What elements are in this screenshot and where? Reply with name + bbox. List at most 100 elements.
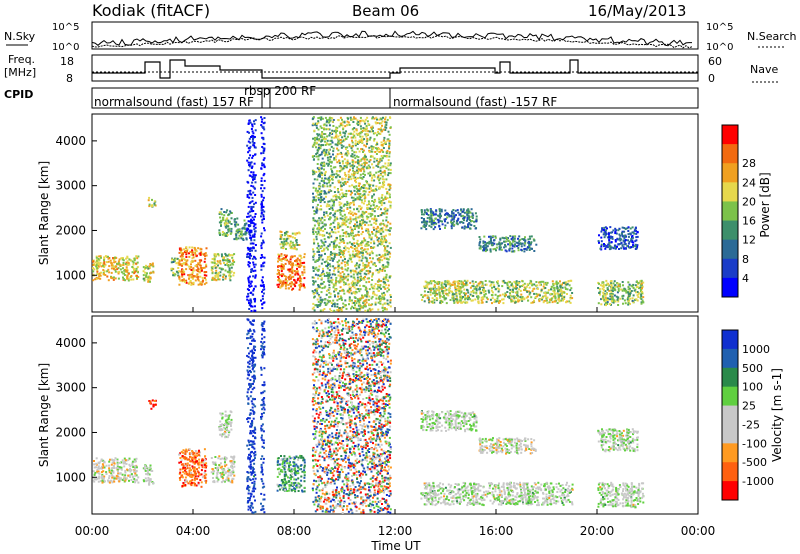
- data-cell: [338, 162, 341, 165]
- data-cell: [349, 116, 352, 119]
- data-cell: [460, 220, 463, 223]
- data-cell: [357, 192, 360, 195]
- data-cell: [341, 238, 344, 240]
- data-cell: [250, 218, 253, 221]
- data-cell: [379, 117, 382, 120]
- data-cell: [376, 244, 379, 247]
- data-cell: [249, 254, 252, 256]
- data-cell: [318, 258, 321, 261]
- data-cell: [482, 291, 485, 294]
- data-cell: [368, 151, 371, 153]
- data-cell: [317, 222, 319, 225]
- data-cell: [341, 229, 344, 232]
- data-cell: [324, 140, 326, 143]
- data-cell: [355, 288, 358, 290]
- data-cell: [263, 179, 266, 182]
- data-cell: [602, 291, 605, 294]
- data-cell: [368, 220, 371, 223]
- data-cell: [248, 164, 251, 166]
- data-cell: [352, 255, 355, 258]
- data-cell: [463, 227, 466, 230]
- noise-search-line: [91, 35, 693, 49]
- data-cell: [350, 234, 353, 237]
- data-cell: [359, 173, 362, 176]
- data-cell: [294, 233, 297, 236]
- data-cell: [361, 210, 364, 213]
- data-cell: [254, 215, 256, 218]
- data-cell: [354, 157, 357, 160]
- data-cell: [253, 162, 256, 165]
- data-cell: [358, 142, 361, 144]
- data-cell: [317, 193, 320, 196]
- data-cell: [303, 286, 306, 289]
- data-cell: [526, 290, 529, 293]
- data-cell: [378, 278, 381, 281]
- data-cell: [384, 129, 387, 131]
- data-cell: [534, 297, 537, 299]
- data-cell: [230, 266, 233, 269]
- data-cell: [496, 280, 499, 283]
- data-cell: [378, 253, 381, 256]
- data-cell: [358, 266, 361, 269]
- data-cell: [536, 295, 539, 298]
- data-cell: [516, 245, 518, 248]
- data-cell: [344, 193, 347, 196]
- data-cell: [339, 181, 342, 184]
- data-cell: [248, 137, 251, 140]
- data-cell: [323, 301, 326, 304]
- data-cell: [371, 303, 374, 306]
- data-cell: [205, 271, 208, 273]
- data-cell: [287, 283, 290, 286]
- data-cell: [388, 144, 391, 146]
- data-cell: [499, 294, 502, 297]
- data-cell: [529, 237, 532, 240]
- data-cell: [341, 307, 344, 310]
- data-cell: [354, 136, 357, 139]
- data-cell: [262, 199, 265, 202]
- data-cell: [331, 178, 334, 181]
- data-cell: [528, 246, 531, 249]
- data-cell: [337, 138, 340, 141]
- data-cell: [284, 281, 287, 284]
- data-cell: [326, 119, 328, 122]
- data-cell: [383, 235, 386, 238]
- data-cell: [380, 239, 383, 242]
- data-cell: [344, 299, 347, 302]
- data-cell: [604, 290, 607, 293]
- data-cell: [348, 212, 351, 215]
- data-cell: [382, 278, 385, 281]
- data-cell: [316, 178, 319, 181]
- data-cell: [331, 117, 334, 120]
- data-cell: [334, 239, 337, 242]
- data-cell: [252, 242, 255, 245]
- data-cell: [173, 258, 175, 261]
- data-cell: [503, 295, 506, 298]
- data-cell: [183, 248, 185, 251]
- data-cell: [460, 291, 463, 294]
- data-cell: [247, 205, 250, 208]
- data-cell: [320, 199, 323, 202]
- data-cell: [462, 300, 465, 303]
- data-cell: [379, 299, 382, 302]
- data-cell: [330, 198, 333, 201]
- data-cell: [345, 195, 348, 198]
- data-cell: [322, 249, 325, 252]
- data-cell: [318, 166, 321, 169]
- data-cell: [250, 184, 253, 187]
- data-cell: [555, 281, 558, 284]
- data-cell: [446, 283, 449, 286]
- data-cell: [192, 269, 195, 272]
- data-cell: [389, 296, 392, 298]
- data-cell: [512, 239, 514, 242]
- data-cell: [516, 294, 519, 297]
- data-cell: [502, 279, 505, 282]
- data-cell: [370, 241, 372, 244]
- data-cell: [379, 128, 382, 131]
- data-cell: [315, 208, 318, 211]
- data-cell: [247, 276, 250, 279]
- data-cell: [602, 293, 605, 296]
- data-cell: [457, 282, 460, 285]
- data-cell: [172, 273, 175, 276]
- data-cell: [373, 263, 376, 266]
- data-cell: [315, 124, 318, 127]
